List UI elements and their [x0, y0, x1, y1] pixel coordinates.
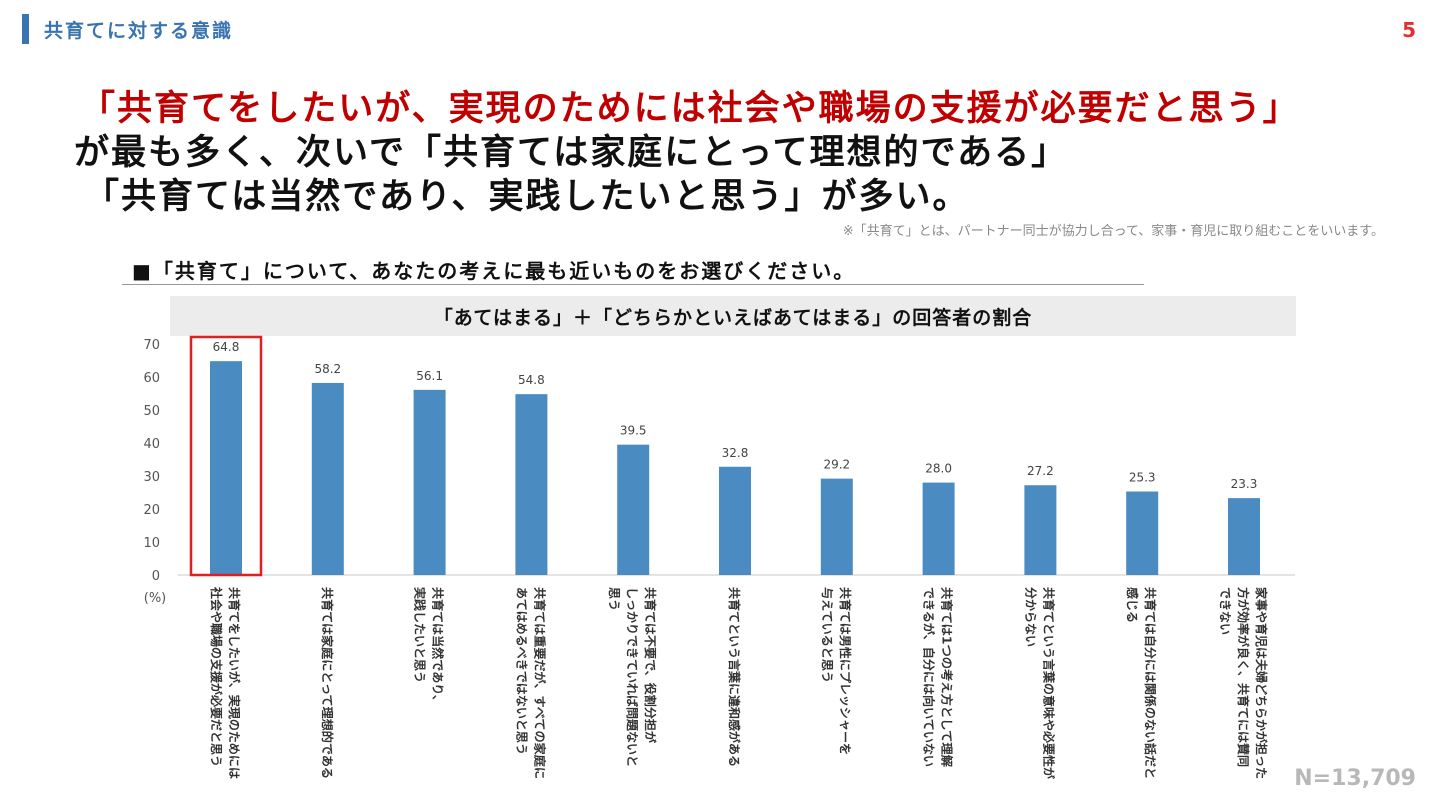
- chart-title: 「あてはまる」＋「どちらかといえばあてはまる」の回答者の割合: [170, 296, 1296, 336]
- bar: [1126, 491, 1159, 575]
- bar: [413, 389, 446, 575]
- survey-question: ■「共育て」について、あなたの考えに最も近いものをお選びください。: [132, 259, 856, 283]
- category-label-line: 与えていると思う: [820, 587, 834, 683]
- y-tick-label: 20: [143, 503, 160, 518]
- bar: [922, 482, 955, 575]
- bar-value-label: 25.3: [1129, 471, 1156, 485]
- headline-line-3: 「共育ては当然であり、実践したいと思う」が多い。: [84, 177, 970, 217]
- category-label-line: 共育ては家庭にとって理想的である: [320, 587, 335, 779]
- sample-size: N=13,709: [1294, 766, 1416, 791]
- bar: [210, 361, 242, 575]
- category-label-line: 共育ては自分には関係のない話だと: [1143, 587, 1158, 779]
- category-label-line: 共育ては不要で、役割分担が: [643, 587, 658, 743]
- category-label-line: 方が効率が良く、共育てには賛同: [1236, 587, 1251, 767]
- bar: [515, 394, 548, 575]
- bar-value-label: 64.8: [213, 340, 240, 354]
- bar: [617, 444, 650, 575]
- y-tick-label: 30: [143, 470, 160, 485]
- section-title: 共育てに対する意識: [44, 20, 234, 42]
- category-label-line: 共育ては1つの考え方として理解: [940, 587, 955, 767]
- category-label-line: 分からない: [1023, 587, 1038, 647]
- bar-value-label: 28.0: [925, 462, 952, 476]
- headline-line-2: が最も多く、次いで「共育ては家庭にとって理想的である」: [74, 133, 1069, 173]
- y-tick-label: 40: [143, 437, 160, 452]
- bar-value-label: 39.5: [620, 424, 647, 438]
- bar-value-label: 32.8: [722, 446, 749, 460]
- bar: [311, 382, 344, 575]
- y-axis-label: (%): [144, 591, 167, 606]
- headline-line-1: 「共育てをしたいが、実現のためには社会や職場の支援が必要だと思う」: [80, 89, 1300, 129]
- bar-value-label: 27.2: [1027, 464, 1054, 478]
- bar-value-label: 56.1: [416, 369, 443, 383]
- category-label-line: 共育ては当然であり、: [431, 587, 446, 707]
- category-label-line: 実践したいと思う: [413, 587, 428, 683]
- category-label-line: 共育ては重要だが、すべての家庭に: [532, 587, 547, 779]
- category-label-line: 共育ては男性にプレッシャーを: [838, 587, 853, 755]
- y-tick-label: 0: [152, 569, 160, 584]
- category-label-line: 家事や育児は夫婦どちらかが担った: [1254, 587, 1269, 779]
- category-label: 共育ては当然であり、実践したいと思う: [413, 587, 446, 707]
- bar-value-label: 23.3: [1231, 477, 1258, 491]
- category-label-line: 感じる: [1125, 587, 1140, 623]
- category-label: 共育てをしたいが、実現のためには社会や職場の支援が必要だと思う: [209, 586, 242, 779]
- category-label-line: 社会や職場の支援が必要だと思う: [209, 586, 224, 767]
- bar: [820, 478, 853, 575]
- category-label-line: できない: [1218, 587, 1232, 635]
- category-label-line: あてはめるべきではないと思う: [514, 587, 528, 755]
- y-tick-label: 50: [143, 404, 160, 419]
- category-label-line: 共育てという言葉の意味や必要性が: [1041, 587, 1056, 779]
- y-tick-label: 70: [143, 338, 160, 353]
- category-label-line: できるが、自分には向いていない: [922, 587, 937, 767]
- bar-value-label: 58.2: [314, 362, 341, 376]
- section-accent-bar: [22, 14, 29, 44]
- category-label-line: しっかりできていれば問題ないと: [625, 587, 640, 767]
- bar: [719, 466, 751, 575]
- bar-value-label: 29.2: [823, 458, 850, 472]
- category-label-line: 思う: [607, 587, 621, 611]
- bar: [1024, 485, 1057, 575]
- definition-note: ※「共育て」とは、パートナー同士が協力し合って、家事・育児に取り組むことをいいま…: [842, 224, 1384, 239]
- category-label-line: 共育てをしたいが、実現のためには: [227, 587, 242, 779]
- page-number: 5: [1402, 18, 1416, 42]
- bar: [1228, 498, 1260, 575]
- category-label: 共育ては家庭にとって理想的である: [320, 587, 335, 779]
- highlight-box: [189, 335, 263, 577]
- category-label: 共育てという言葉に違和感がある: [727, 587, 742, 767]
- y-tick-label: 60: [143, 371, 160, 386]
- y-tick-label: 10: [143, 536, 160, 551]
- category-label-line: 共育てという言葉に違和感がある: [727, 587, 742, 767]
- question-divider: [122, 284, 1144, 285]
- bar-value-label: 54.8: [518, 373, 545, 387]
